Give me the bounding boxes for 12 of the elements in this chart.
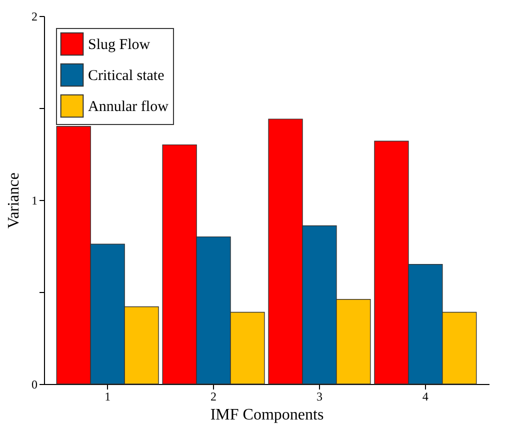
y-tick-label: 1 bbox=[32, 194, 38, 208]
legend-label: Critical state bbox=[88, 68, 165, 84]
x-tick-label: 2 bbox=[210, 390, 217, 404]
legend-label: Annular flow bbox=[88, 99, 169, 115]
x-axis-title: IMF Components bbox=[210, 406, 324, 424]
legend-label: Slug Flow bbox=[88, 37, 150, 53]
x-tick-label: 1 bbox=[104, 390, 111, 404]
y-axis-title: Variance bbox=[6, 172, 22, 228]
x-tick-label: 3 bbox=[316, 390, 322, 404]
y-tick-label: 2 bbox=[32, 10, 38, 24]
x-tick-label: 4 bbox=[422, 390, 428, 404]
y-tick-label: 0 bbox=[32, 378, 38, 392]
